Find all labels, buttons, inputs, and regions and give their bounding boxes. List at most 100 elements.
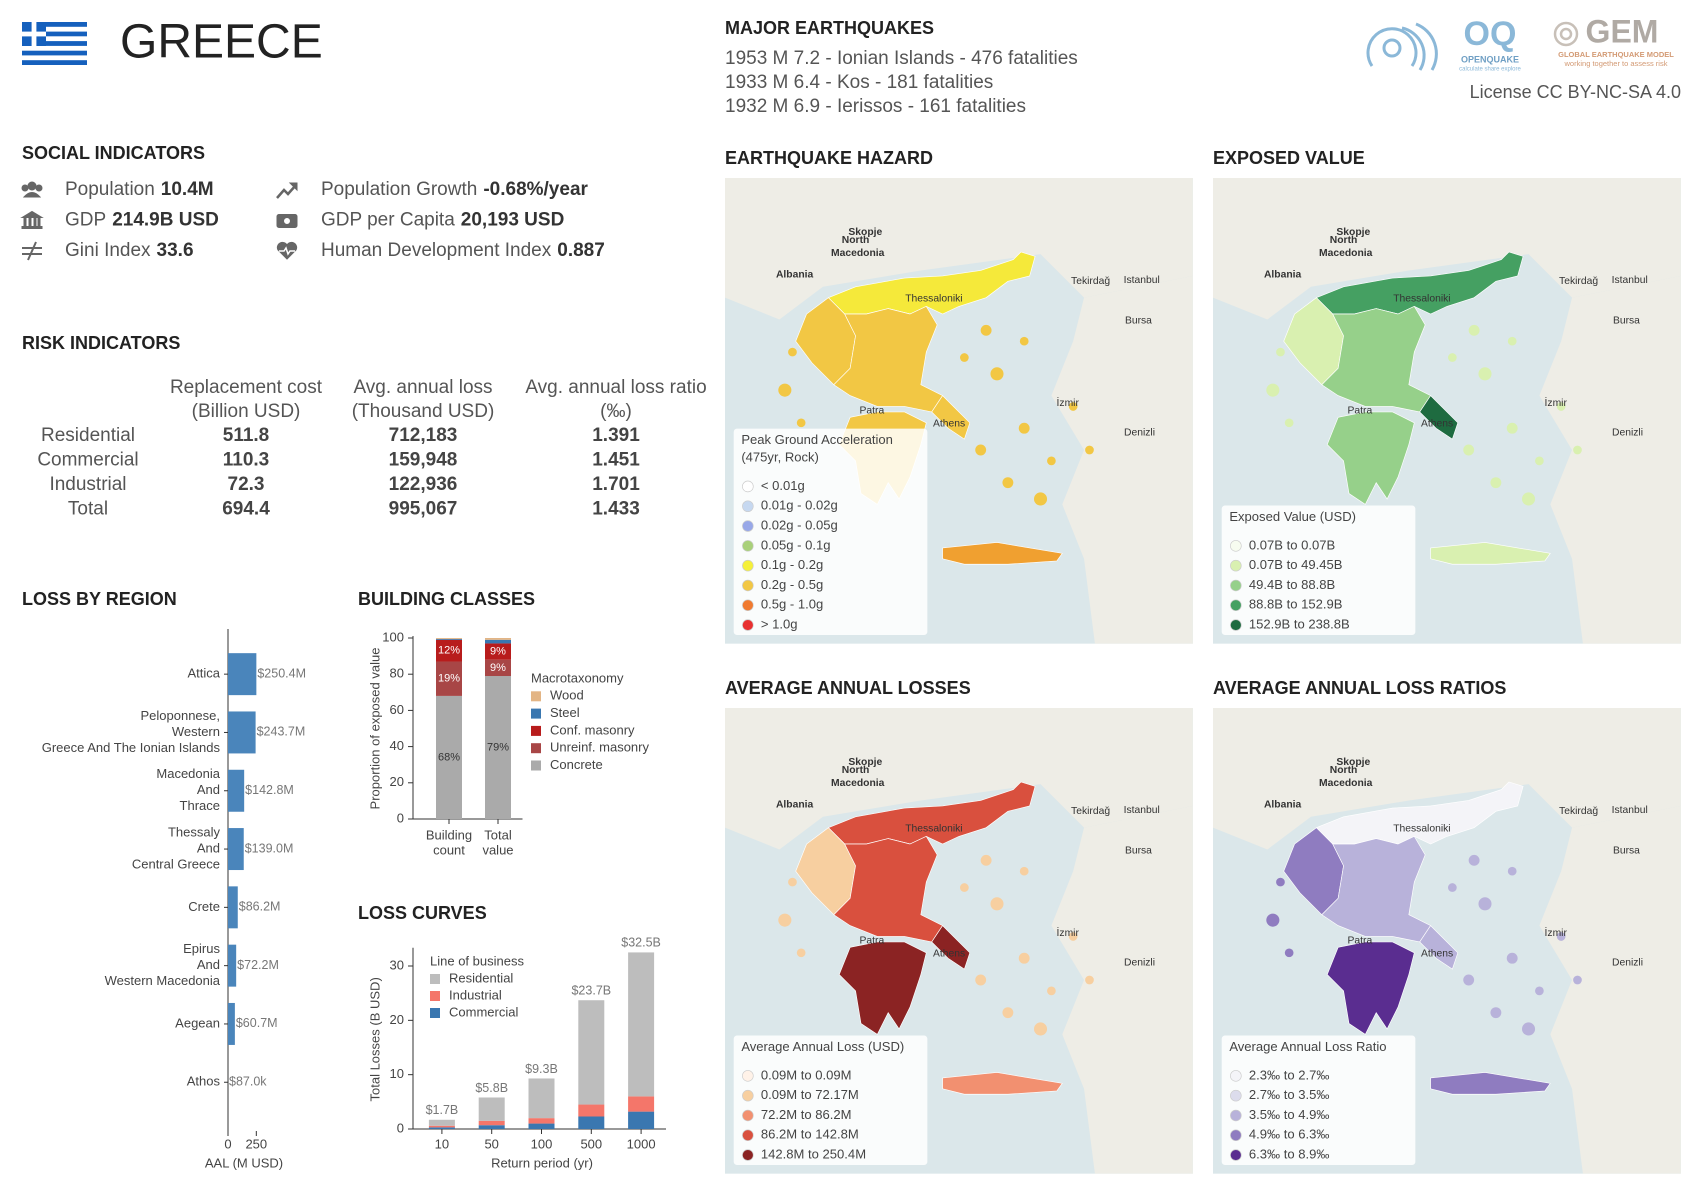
category-label: Athos bbox=[187, 1074, 221, 1089]
legend-label: 88.8B to 152.9B bbox=[1249, 597, 1343, 612]
bar bbox=[228, 653, 257, 696]
logo-ring bbox=[1559, 27, 1573, 41]
map-island bbox=[1463, 974, 1475, 986]
bar-segment bbox=[428, 1119, 455, 1126]
legend-box bbox=[1221, 1035, 1416, 1165]
x-tick-label: 0 bbox=[224, 1136, 231, 1151]
category-label: Thrace bbox=[180, 798, 220, 813]
map-island bbox=[1019, 866, 1029, 876]
legend-swatch bbox=[1230, 540, 1242, 552]
flag-stripe bbox=[22, 26, 87, 32]
row-label: Commercial bbox=[37, 450, 138, 471]
map-label: Albania bbox=[776, 800, 814, 811]
legend-label: 49.4B to 88.8B bbox=[1249, 577, 1336, 592]
legend-label: 2.7‰ to 3.5‰ bbox=[1249, 1087, 1330, 1102]
column-header: Avg. annual loss bbox=[353, 377, 492, 398]
legend-label: 4.9‰ to 6.3‰ bbox=[1249, 1127, 1330, 1142]
category-label: Peloponnese, bbox=[140, 708, 220, 723]
legend-swatch bbox=[742, 520, 754, 532]
x-tick-label: 100 bbox=[531, 1136, 553, 1151]
legend-label: 6.3‰ to 8.9‰ bbox=[1249, 1147, 1330, 1162]
map-island bbox=[1068, 402, 1078, 411]
gem-tagline: working together to assess risk bbox=[1564, 59, 1668, 68]
earthquake-item: 1933 M 6.4 - Kos - 181 fatalities bbox=[725, 72, 993, 93]
indicator-label: Human Development Index bbox=[321, 240, 552, 261]
map-land bbox=[1539, 275, 1681, 644]
legend-swatch bbox=[742, 1129, 754, 1142]
map-island bbox=[960, 883, 969, 892]
map-label: Skopje bbox=[848, 757, 882, 768]
legend-swatch bbox=[742, 579, 754, 592]
legend-label: 3.5‰ to 4.9‰ bbox=[1249, 1107, 1330, 1122]
icon-part bbox=[21, 226, 43, 229]
indicator-label: GDP per Capita bbox=[321, 210, 455, 231]
map-label: Albania bbox=[776, 270, 814, 281]
logo-ring bbox=[1553, 21, 1579, 47]
bar bbox=[228, 828, 244, 871]
map-label: Denizli bbox=[1612, 957, 1643, 968]
map-island bbox=[1468, 324, 1480, 336]
map-island bbox=[1085, 975, 1094, 985]
map-label: Thessaloniki bbox=[1393, 824, 1450, 835]
value-label: $139.0M bbox=[245, 841, 294, 855]
map-label: Skopje bbox=[848, 227, 882, 238]
map-label: Bursa bbox=[1125, 845, 1152, 856]
bar bbox=[228, 1002, 235, 1045]
map-land bbox=[1213, 178, 1681, 320]
legend-swatch bbox=[531, 725, 541, 736]
map-region bbox=[838, 941, 927, 1035]
map-island bbox=[1535, 986, 1544, 996]
value-label: 68% bbox=[438, 751, 460, 763]
map-label: Macedonia bbox=[1319, 778, 1373, 789]
logo-arc bbox=[1366, 27, 1418, 67]
bar-segment bbox=[485, 639, 511, 644]
map-island bbox=[1506, 952, 1518, 964]
section-title: RISK INDICATORS bbox=[22, 333, 180, 353]
oq-mark: OQ bbox=[1464, 15, 1517, 53]
map-island bbox=[1490, 1007, 1502, 1019]
logo-ring bbox=[1382, 38, 1402, 58]
total-label: $9.3B bbox=[525, 1062, 558, 1076]
category-label: Thessaly bbox=[168, 824, 221, 839]
bar-segment bbox=[428, 1125, 455, 1128]
legend-label: 0.05g - 0.1g bbox=[761, 537, 831, 552]
indicator-label: Gini Index bbox=[65, 240, 151, 261]
map-island bbox=[778, 383, 792, 397]
map-label: Albania bbox=[1264, 800, 1302, 811]
column-header: Avg. annual loss ratio bbox=[525, 377, 706, 398]
bar-segment bbox=[628, 952, 655, 1097]
map-title: EXPOSED VALUE bbox=[1213, 148, 1365, 168]
value-label: $60.7M bbox=[236, 1016, 278, 1030]
map-island bbox=[980, 324, 992, 336]
map-island bbox=[1047, 986, 1056, 996]
indicator-label: Population Growth bbox=[321, 179, 477, 200]
gem-name: GLOBAL EARTHQUAKE MODEL bbox=[1558, 50, 1674, 59]
map-island bbox=[1019, 336, 1029, 346]
bar-segment bbox=[485, 638, 511, 640]
indicator-icon bbox=[22, 241, 42, 261]
legend-swatch bbox=[531, 708, 541, 719]
legend-label: > 1.0g bbox=[761, 617, 798, 632]
map-island bbox=[1521, 1022, 1536, 1036]
indicator-label: Population bbox=[65, 179, 155, 200]
category-label: Central Greece bbox=[132, 856, 220, 871]
map-label: Bursa bbox=[1613, 315, 1640, 326]
map-region bbox=[931, 395, 971, 440]
x-tick-label: 500 bbox=[580, 1136, 602, 1151]
legend-label: 2.3‰ to 2.7‰ bbox=[1249, 1067, 1330, 1082]
legend-swatch bbox=[531, 743, 541, 754]
map-island bbox=[1556, 402, 1566, 411]
legend-title: Macrotaxonomy bbox=[531, 670, 624, 685]
legend-label: 0.01g - 0.02g bbox=[761, 498, 838, 513]
legend-swatch bbox=[742, 480, 754, 493]
column-header: (Thousand USD) bbox=[352, 401, 495, 422]
indicator: GDP per Capita 20,193 USD bbox=[321, 210, 564, 231]
total-label: $32.5B bbox=[621, 936, 661, 950]
map-island bbox=[1068, 932, 1078, 941]
map-island bbox=[990, 367, 1004, 381]
map-label: Athens bbox=[1421, 949, 1453, 960]
icon-part bbox=[27, 241, 37, 261]
category-label: Epirus bbox=[183, 941, 220, 956]
legend-label: Concrete bbox=[550, 757, 603, 772]
